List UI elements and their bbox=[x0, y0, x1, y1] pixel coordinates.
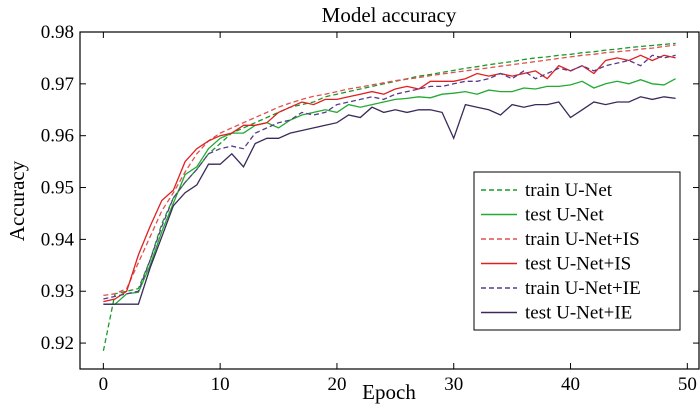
legend-label-3: train U-Net+IS bbox=[525, 229, 640, 250]
legend-label-1: train U-Net bbox=[525, 180, 613, 201]
x-tick-label: 10 bbox=[211, 374, 230, 395]
legend-label-6: test U-Net+IE bbox=[525, 303, 632, 324]
y-tick-label: 0.98 bbox=[41, 22, 74, 43]
x-tick-label: 20 bbox=[327, 374, 346, 395]
y-tick-label: 0.92 bbox=[41, 333, 74, 354]
x-tick-label: 30 bbox=[444, 374, 463, 395]
series-line-6 bbox=[103, 96, 676, 305]
y-tick-label: 0.97 bbox=[41, 74, 74, 95]
plot-area bbox=[102, 42, 676, 352]
y-axis-title: Accuracy bbox=[5, 160, 29, 241]
axis-ticks: 0 10 20 30 40 50 0.92 0.93 0.94 0.95 0.96 0.97 0.98 bbox=[41, 22, 699, 395]
plot-frame bbox=[79, 31, 700, 370]
series-line-2 bbox=[103, 78, 676, 305]
chart-title: Model accuracy bbox=[322, 3, 457, 27]
x-tick-label: 40 bbox=[561, 374, 580, 395]
series-line-1 bbox=[102, 42, 676, 352]
y-tick-label: 0.94 bbox=[41, 229, 75, 250]
legend: train U-Net test U-Net train U-Net+IS test … bbox=[473, 171, 681, 331]
series-line-5 bbox=[103, 54, 676, 300]
legend-label-4: test U-Net+IS bbox=[525, 254, 631, 275]
legend-box bbox=[473, 171, 681, 331]
x-tick-label: 50 bbox=[678, 374, 697, 395]
x-tick-label: 0 bbox=[99, 374, 109, 395]
legend-label-2: test U-Net bbox=[525, 205, 604, 226]
y-tick-label: 0.93 bbox=[41, 281, 74, 302]
series-line-3 bbox=[103, 44, 676, 297]
legend-label-5: train U-Net+IE bbox=[525, 278, 641, 299]
x-axis-title: Epoch bbox=[362, 380, 416, 404]
y-tick-label: 0.96 bbox=[41, 126, 74, 147]
y-tick-label: 0.95 bbox=[41, 178, 74, 199]
